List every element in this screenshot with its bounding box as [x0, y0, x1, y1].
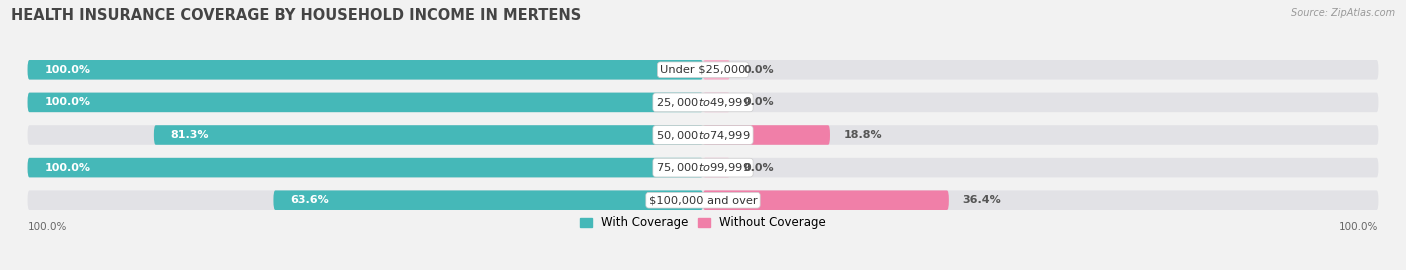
FancyBboxPatch shape	[703, 60, 730, 80]
Text: 100.0%: 100.0%	[28, 222, 67, 232]
Text: 0.0%: 0.0%	[744, 65, 775, 75]
FancyBboxPatch shape	[28, 158, 1378, 177]
FancyBboxPatch shape	[153, 125, 703, 145]
Text: 100.0%: 100.0%	[45, 65, 90, 75]
Text: 100.0%: 100.0%	[45, 163, 90, 173]
FancyBboxPatch shape	[703, 158, 730, 177]
Text: $100,000 and over: $100,000 and over	[648, 195, 758, 205]
Text: Under $25,000: Under $25,000	[661, 65, 745, 75]
FancyBboxPatch shape	[703, 93, 730, 112]
Text: Source: ZipAtlas.com: Source: ZipAtlas.com	[1291, 8, 1395, 18]
FancyBboxPatch shape	[28, 158, 703, 177]
Text: $25,000 to $49,999: $25,000 to $49,999	[655, 96, 751, 109]
Text: 0.0%: 0.0%	[744, 97, 775, 107]
Text: 100.0%: 100.0%	[1339, 222, 1378, 232]
Text: HEALTH INSURANCE COVERAGE BY HOUSEHOLD INCOME IN MERTENS: HEALTH INSURANCE COVERAGE BY HOUSEHOLD I…	[11, 8, 582, 23]
Text: 18.8%: 18.8%	[844, 130, 882, 140]
FancyBboxPatch shape	[28, 190, 1378, 210]
Legend: With Coverage, Without Coverage: With Coverage, Without Coverage	[579, 216, 827, 229]
Text: 63.6%: 63.6%	[290, 195, 329, 205]
Text: 100.0%: 100.0%	[45, 97, 90, 107]
FancyBboxPatch shape	[703, 190, 949, 210]
Text: 81.3%: 81.3%	[170, 130, 209, 140]
FancyBboxPatch shape	[28, 93, 703, 112]
FancyBboxPatch shape	[273, 190, 703, 210]
FancyBboxPatch shape	[28, 60, 1378, 80]
FancyBboxPatch shape	[28, 93, 1378, 112]
Text: 36.4%: 36.4%	[962, 195, 1001, 205]
FancyBboxPatch shape	[703, 125, 830, 145]
Text: $75,000 to $99,999: $75,000 to $99,999	[655, 161, 751, 174]
Text: $50,000 to $74,999: $50,000 to $74,999	[655, 129, 751, 141]
Text: 0.0%: 0.0%	[744, 163, 775, 173]
FancyBboxPatch shape	[28, 60, 703, 80]
FancyBboxPatch shape	[28, 125, 1378, 145]
